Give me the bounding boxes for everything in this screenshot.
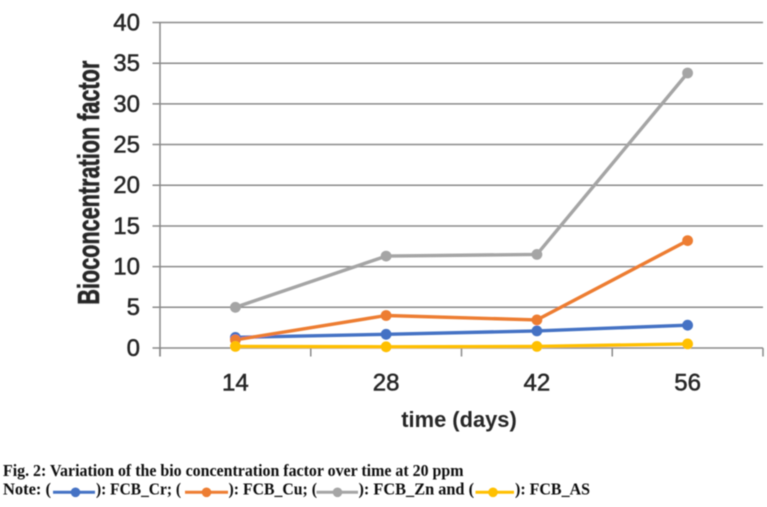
svg-text:42: 42 — [524, 370, 551, 397]
svg-text:15: 15 — [113, 213, 140, 240]
svg-text:35: 35 — [113, 50, 140, 77]
svg-text:): FCB_Cu; (: ): FCB_Cu; ( — [229, 479, 318, 498]
svg-text:20: 20 — [113, 172, 140, 199]
svg-text:10: 10 — [113, 254, 140, 281]
svg-text:): FCB_Cr; (: ): FCB_Cr; ( — [96, 479, 181, 498]
svg-text:5: 5 — [127, 294, 140, 321]
svg-text:56: 56 — [674, 370, 701, 397]
svg-text:): FCB_AS: ): FCB_AS — [515, 479, 590, 498]
svg-text:30: 30 — [113, 91, 140, 118]
svg-text:): FCB_Zn and (: ): FCB_Zn and ( — [359, 479, 475, 498]
svg-text:40: 40 — [113, 10, 140, 37]
svg-text:time (days): time (days) — [401, 407, 517, 432]
svg-text:28: 28 — [373, 370, 400, 397]
svg-text:Bioconcentration factor: Bioconcentration factor — [71, 61, 106, 305]
svg-text:14: 14 — [222, 370, 249, 397]
svg-text:Fig. 2: Variation of the bio c: Fig. 2: Variation of the bio concentrati… — [3, 461, 464, 480]
svg-text:Note: (: Note: ( — [3, 479, 51, 498]
svg-text:0: 0 — [127, 335, 140, 362]
svg-text:25: 25 — [113, 132, 140, 159]
